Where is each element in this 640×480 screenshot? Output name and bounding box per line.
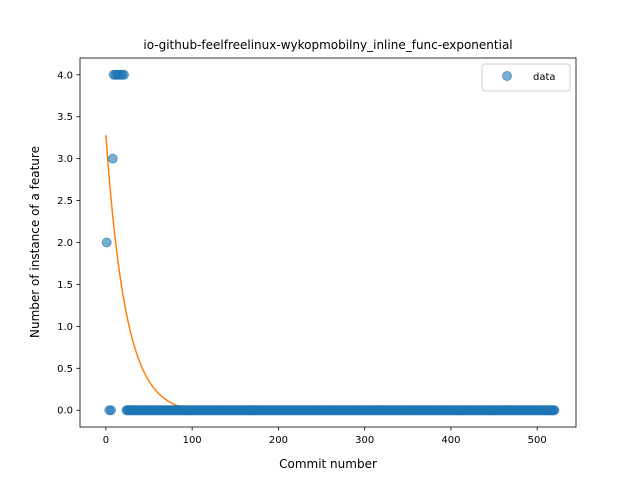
plot-area (80, 58, 576, 427)
y-tick-label: 3.0 (57, 154, 73, 165)
x-axis-label: Commit number (279, 457, 377, 471)
data-point (107, 153, 118, 164)
y-tick-label: 4.0 (57, 70, 73, 81)
x-axis: 0 100 200 300 400 500 (103, 427, 547, 446)
data-point (106, 405, 117, 416)
legend-box (481, 63, 571, 92)
data-point (118, 69, 129, 80)
x-tick-label: 0 (103, 435, 109, 446)
plot-frame (79, 57, 577, 428)
x-tick-label: 300 (355, 435, 374, 446)
y-tick-label: 0.0 (57, 406, 73, 417)
x-tick-label: 500 (528, 435, 547, 446)
chart-title: io-github-feelfreelinux-wykopmobilny_inl… (143, 38, 512, 52)
y-axis: 0.0 0.5 1.0 1.5 2.0 2.5 3.0 3.5 4.0 (57, 70, 80, 417)
y-tick-label: 1.5 (57, 280, 73, 291)
legend-label-data: data (533, 72, 556, 83)
data-point (101, 237, 112, 248)
legend-marker-data (502, 71, 512, 81)
x-tick-label: 200 (269, 435, 288, 446)
y-tick-label: 0.5 (57, 364, 73, 375)
data-point (549, 405, 560, 416)
y-tick-label: 3.5 (57, 112, 73, 123)
y-tick-label: 2.5 (57, 196, 73, 207)
y-axis-label: Number of instance of a feature (28, 146, 42, 338)
data-series (101, 69, 560, 416)
legend: data (481, 63, 571, 92)
y-tick-label: 2.0 (57, 238, 73, 249)
y-tick-label: 1.0 (57, 322, 73, 333)
x-tick-label: 400 (441, 435, 460, 446)
x-tick-label: 100 (183, 435, 202, 446)
